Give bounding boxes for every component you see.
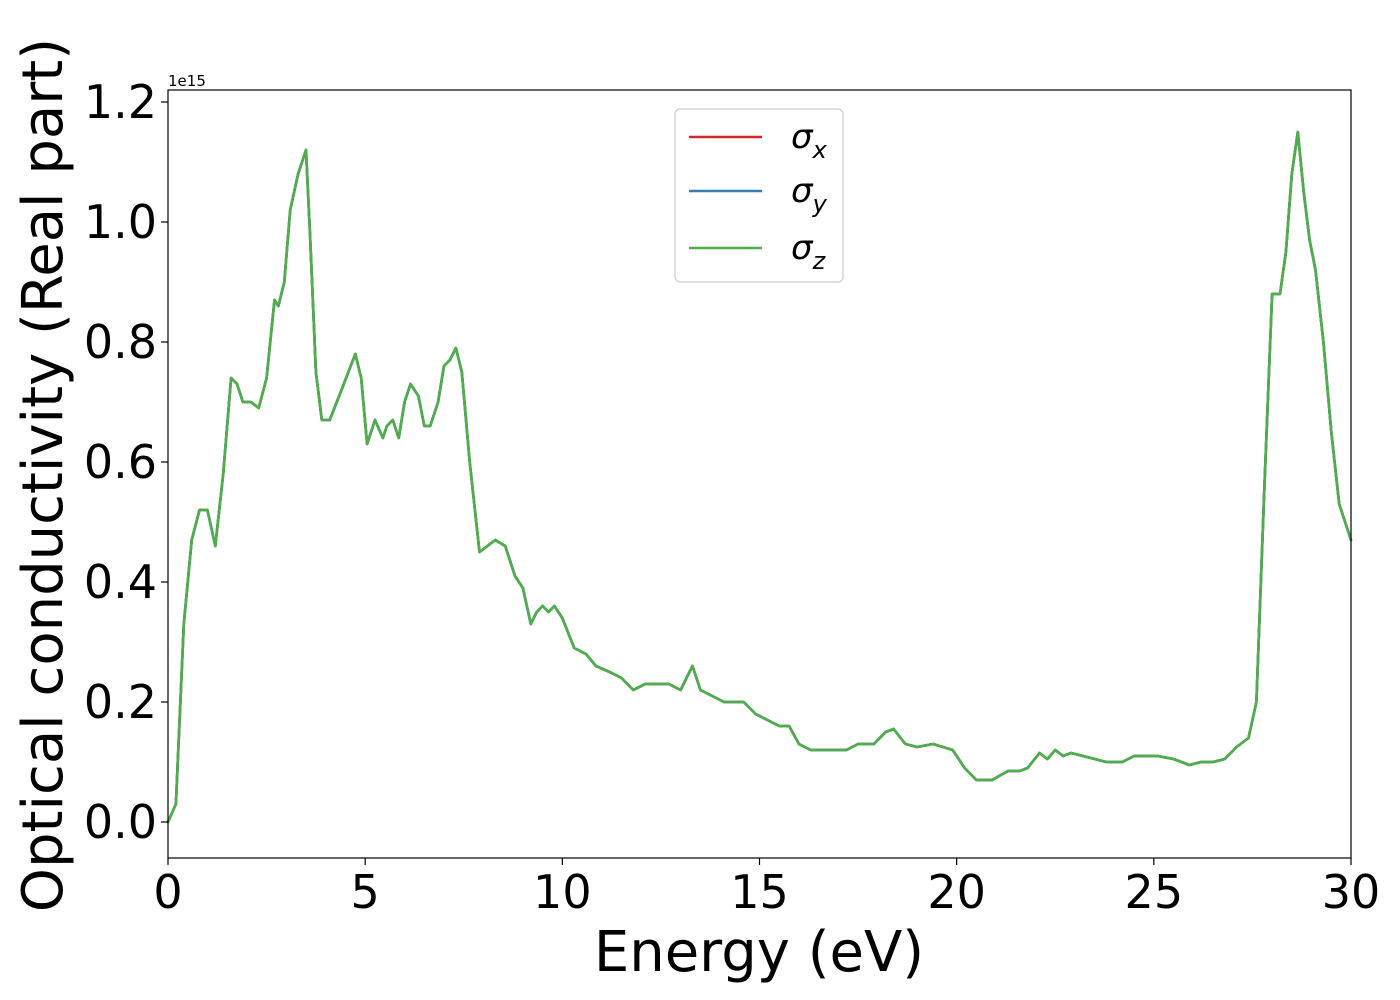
y-tick-label: 1.0	[84, 195, 157, 249]
x-tick-label: 25	[1125, 865, 1184, 919]
series-line-3	[166, 130, 1353, 824]
legend-label-1: σx	[791, 117, 828, 164]
y-offset-label: 1e15	[168, 72, 206, 90]
y-tick-label: 0.0	[84, 795, 157, 849]
legend-frame	[674, 108, 844, 283]
x-axis-ticks: 0 5 10 15 20 25 30	[153, 858, 1380, 919]
legend-label-3: σz	[791, 228, 827, 275]
legend-label-2: σy	[791, 171, 828, 218]
y-tick-label: 0.6	[84, 435, 157, 489]
y-axis-title: Optical conductivity (Real part)	[11, 38, 76, 912]
x-tick-label: 5	[351, 865, 380, 919]
x-tick-label: 15	[730, 865, 789, 919]
y-tick-label: 0.2	[84, 675, 157, 729]
y-tick-label: 0.4	[84, 555, 157, 609]
y-tick-label: 1.2	[84, 75, 157, 129]
series-layer	[166, 130, 1353, 824]
x-tick-label: 30	[1322, 865, 1381, 919]
legend: σx σy σz	[674, 108, 844, 283]
y-axis-ticks: 0.0 0.2 0.4 0.6 0.8 1.0 1.2	[84, 75, 168, 849]
x-tick-label: 20	[927, 865, 986, 919]
x-axis-title: Energy (eV)	[594, 920, 924, 985]
y-tick-label: 0.8	[84, 315, 157, 369]
x-tick-label: 10	[533, 865, 592, 919]
legend-entries: σx σy σz	[689, 117, 828, 275]
x-tick-label: 0	[153, 865, 182, 919]
